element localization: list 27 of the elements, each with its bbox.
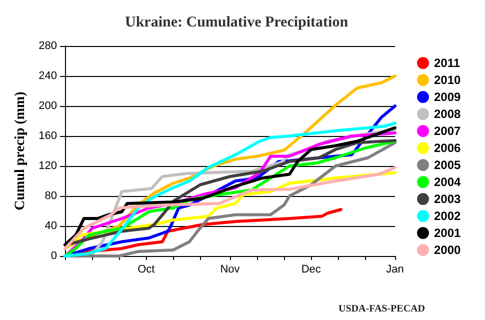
legend-label: 2006 <box>434 141 462 155</box>
x-tick-label: Oct <box>138 264 155 276</box>
legend-label: 2010 <box>434 73 462 87</box>
y-tick-label: 80 <box>44 190 57 202</box>
legend-label: 2004 <box>434 175 462 189</box>
y-tick-label: 0 <box>50 250 57 262</box>
y-tick-label: 120 <box>38 160 57 172</box>
y-tick-label: 200 <box>38 100 57 112</box>
y-axis-title: Cumul precip (mm) <box>13 91 28 210</box>
legend-label: 2001 <box>434 226 462 240</box>
y-tick-label: 40 <box>44 220 57 232</box>
legend-label: 2000 <box>434 243 462 257</box>
y-tick-label: 160 <box>38 130 57 142</box>
y-tick-label: 240 <box>38 70 57 82</box>
legend-label: 2003 <box>434 192 462 206</box>
x-tick-label: Nov <box>220 264 240 276</box>
legend-label: 2011 <box>434 56 460 70</box>
legend-label: 2002 <box>434 209 462 223</box>
legend-label: 2005 <box>434 158 462 172</box>
x-tick-label: Jan <box>386 264 404 276</box>
x-tick-label: Dec <box>301 264 322 276</box>
legend-label: 2007 <box>434 124 462 138</box>
y-tick-label: 280 <box>38 40 57 52</box>
legend-label: 2008 <box>434 107 462 121</box>
chart-title: Ukraine: Cumulative Precipitation <box>125 14 349 30</box>
legend-label: 2009 <box>434 90 462 104</box>
text: USDA-FAS-PECAD <box>338 304 426 314</box>
